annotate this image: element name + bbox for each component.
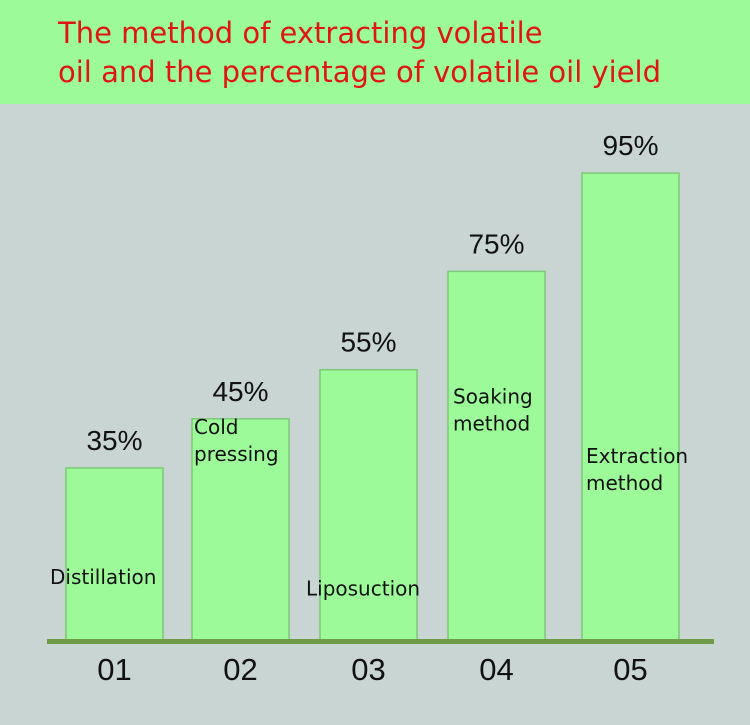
bar-label-04-line-2: method <box>453 411 530 435</box>
title-banner: The method of extracting volatile oil an… <box>0 0 750 104</box>
bar-label-05-line-1: Extraction <box>586 444 688 468</box>
category-label-01: 01 <box>97 652 131 687</box>
value-label-02: 45% <box>212 376 268 407</box>
bar-01 <box>65 467 164 641</box>
bar-02 <box>191 418 290 641</box>
bar-05 <box>581 172 680 641</box>
bar-label-04-line-1: Soaking <box>453 384 533 408</box>
bar-label-03-line-1: Liposuction <box>306 577 420 601</box>
bar-label-01-line-1: Distillation <box>50 565 156 589</box>
category-label-04: 04 <box>479 652 513 687</box>
bar-04 <box>447 270 546 641</box>
category-label-05: 05 <box>613 652 647 687</box>
chart-title-line-2: oil and the percentage of volatile oil y… <box>58 55 662 89</box>
value-label-05: 95% <box>602 130 658 161</box>
category-label-03: 03 <box>351 652 385 687</box>
bar-label-02-line-1: Cold <box>194 415 238 439</box>
category-label-02: 02 <box>223 652 257 687</box>
value-label-01: 35% <box>86 425 142 456</box>
value-label-04: 75% <box>468 228 524 259</box>
bar-label-05-line-2: method <box>586 471 663 495</box>
bar-label-02-line-2: pressing <box>194 442 279 466</box>
chart-title-line-1: The method of extracting volatile <box>58 16 543 50</box>
x-axis-baseline <box>47 639 714 644</box>
value-label-03: 55% <box>340 327 396 358</box>
